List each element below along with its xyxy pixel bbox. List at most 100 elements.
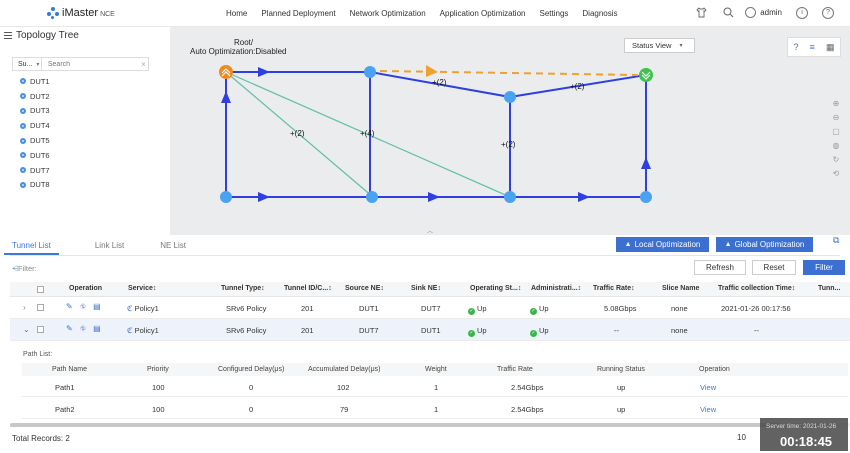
device-icon <box>20 122 26 129</box>
check-icon: ✓ <box>468 330 475 337</box>
menu-settings[interactable]: Settings <box>539 9 569 18</box>
chevron-down-icon: ▾ <box>36 61 40 68</box>
refresh-button[interactable]: Refresh <box>694 260 746 275</box>
search-icon[interactable] <box>722 6 735 19</box>
device-icon <box>20 152 26 159</box>
priority-cell: 100 <box>152 383 165 392</box>
filter-label[interactable]: ⩤Filter: <box>12 264 37 273</box>
tree-item-dut3[interactable]: DUT3 <box>20 104 50 119</box>
path-row: Path1 100 0 102 1 2.54Gbps up View <box>22 377 848 397</box>
tab-tunnel-list[interactable]: Tunnel List <box>4 240 59 255</box>
reset-button[interactable]: Reset <box>752 260 796 275</box>
weight-cell: 1 <box>434 383 439 392</box>
user-name: admin <box>760 8 782 17</box>
zoom-in-icon[interactable]: ⊕ <box>832 99 840 108</box>
tree-item-dut5[interactable]: DUT5 <box>20 133 50 148</box>
menu-planned-deployment[interactable]: Planned Deployment <box>261 9 336 18</box>
table-row[interactable]: › ✎ ⛗ ▤ ℭ Policy1 SRv6 Policy 201 DUT1 DUT7… <box>10 297 850 319</box>
clear-icon[interactable]: × <box>141 59 146 69</box>
details-icon[interactable]: ▤ <box>93 302 101 311</box>
topology-canvas[interactable]: Root/ Auto Optimization:Disabled +(2) +(… <box>170 27 850 235</box>
filter-button[interactable]: Filter <box>803 260 845 275</box>
globe-icon[interactable]: ◍ <box>832 141 840 150</box>
menu-home[interactable]: Home <box>226 9 248 18</box>
info-icon[interactable]: i <box>796 6 808 19</box>
path-name-cell: Path2 <box>55 405 75 414</box>
tree-item-dut4[interactable]: DUT4 <box>20 118 50 133</box>
col-admin-status[interactable]: Administrati...↕ <box>531 285 582 292</box>
scrollbar-thumb[interactable] <box>10 423 780 427</box>
root-label: Root/ Auto Optimization:Disabled <box>190 38 287 56</box>
user-menu[interactable]: admin <box>745 7 782 18</box>
reset-icon[interactable]: ⟲ <box>832 169 840 178</box>
avatar-icon <box>745 7 757 18</box>
tree-item-dut2[interactable]: DUT2 <box>20 89 50 104</box>
tabs-divider <box>10 255 840 256</box>
expand-icon[interactable]: ⧉ <box>833 235 840 245</box>
device-tree: DUT1 DUT2 DUT3 DUT4 DUT5 DUT6 DUT7 DUT8 <box>20 74 50 192</box>
fit-icon[interactable]: ▢ <box>832 127 840 136</box>
tab-ne-list[interactable]: NE List <box>160 241 186 250</box>
edit-icon[interactable]: ✎ <box>66 324 73 333</box>
row-checkbox[interactable] <box>37 326 44 333</box>
optimize-icon: ▲ <box>624 241 632 248</box>
table-row[interactable]: ⌄ ✎ ⛗ ▤ ℭ Policy1 SRv6 Policy 201 DUT7 DUT1… <box>10 319 850 341</box>
layout-icon[interactable]: ≡ <box>809 42 815 52</box>
tree-item-dut6[interactable]: DUT6 <box>20 148 50 163</box>
chevron-right-icon[interactable]: › <box>23 303 26 312</box>
path-list: Path List: Path Name Priority Configured… <box>10 343 850 421</box>
status-view-select[interactable]: Status View ▾ <box>624 38 695 53</box>
col-sink-ne[interactable]: Sink NE↕ <box>411 285 441 292</box>
col-service[interactable]: Service↕ <box>128 285 157 292</box>
local-optimization-button[interactable]: ▲ Local Optimization <box>616 237 709 252</box>
details-icon[interactable]: ▤ <box>93 324 101 333</box>
menu-network-optimization[interactable]: Network Optimization <box>349 9 426 18</box>
page-size-select[interactable]: 10 <box>737 433 746 442</box>
zoom-out-icon[interactable]: ⊖ <box>832 113 840 122</box>
sink-node <box>639 68 653 82</box>
tab-link-list[interactable]: Link List <box>94 241 125 250</box>
ne-node <box>504 191 516 203</box>
app-logo[interactable]: iMaster NCE <box>47 7 115 19</box>
ne-nodes <box>219 65 653 203</box>
tunnel-table-header: Operation Service↕ Tunnel Type↕ Tunnel I… <box>10 282 850 297</box>
refresh-icon[interactable]: ↻ <box>832 155 840 164</box>
tree-search-type-select[interactable]: Su... ▾ <box>13 58 42 70</box>
select-all-checkbox[interactable] <box>37 286 44 293</box>
help-icon[interactable]: ? <box>822 6 834 19</box>
chevron-down-icon[interactable]: ⌄ <box>23 325 30 334</box>
weight-cell: 1 <box>434 405 439 414</box>
view-path-link[interactable]: View <box>700 383 717 392</box>
col-source-ne[interactable]: Source NE↕ <box>345 285 384 292</box>
server-time-panel: Server time: 2021-01-26 00:18:45 <box>760 418 848 451</box>
view-path-link[interactable]: View <box>700 405 717 414</box>
device-view-icon[interactable]: ▦ <box>825 41 835 52</box>
link-arrows <box>221 67 651 202</box>
col-tunnel-type[interactable]: Tunnel Type↕ <box>221 285 265 292</box>
shirt-icon[interactable] <box>695 6 708 19</box>
pl-col-priority: Priority <box>147 366 169 373</box>
path-icon[interactable]: ⛗ <box>79 324 87 333</box>
path-row: Path2 100 0 79 1 2.54Gbps up View <box>22 399 848 419</box>
service-cell[interactable]: ℭ Policy1 <box>127 326 159 335</box>
menu-icon[interactable] <box>4 32 12 39</box>
tree-item-dut7[interactable]: DUT7 <box>20 163 50 178</box>
row-checkbox[interactable] <box>37 304 44 311</box>
horizontal-scrollbar[interactable] <box>10 423 850 427</box>
col-operating-status[interactable]: Operating St...↕ <box>470 285 522 292</box>
edge-label: +(4) <box>360 129 375 138</box>
collapse-handle-icon[interactable]: ︿ <box>426 229 433 235</box>
service-cell[interactable]: ℭ Policy1 <box>127 304 159 313</box>
tree-item-dut1[interactable]: DUT1 <box>20 74 50 89</box>
path-icon[interactable]: ⛗ <box>79 302 87 311</box>
menu-diagnosis[interactable]: Diagnosis <box>582 9 618 18</box>
help-icon[interactable]: ? <box>793 42 799 52</box>
menu-application-optimization[interactable]: Application Optimization <box>439 9 526 18</box>
col-tunnel-id[interactable]: Tunnel ID/C...↕ <box>284 285 332 292</box>
edit-icon[interactable]: ✎ <box>66 302 73 311</box>
tree-item-dut8[interactable]: DUT8 <box>20 178 50 193</box>
col-traffic-collection-time[interactable]: Traffic collection Time↕ <box>718 285 796 292</box>
col-traffic-rate[interactable]: Traffic Rate↕ <box>593 285 635 292</box>
tree-search-input[interactable] <box>41 58 139 70</box>
global-optimization-button[interactable]: ▲ Global Optimization <box>716 237 813 252</box>
